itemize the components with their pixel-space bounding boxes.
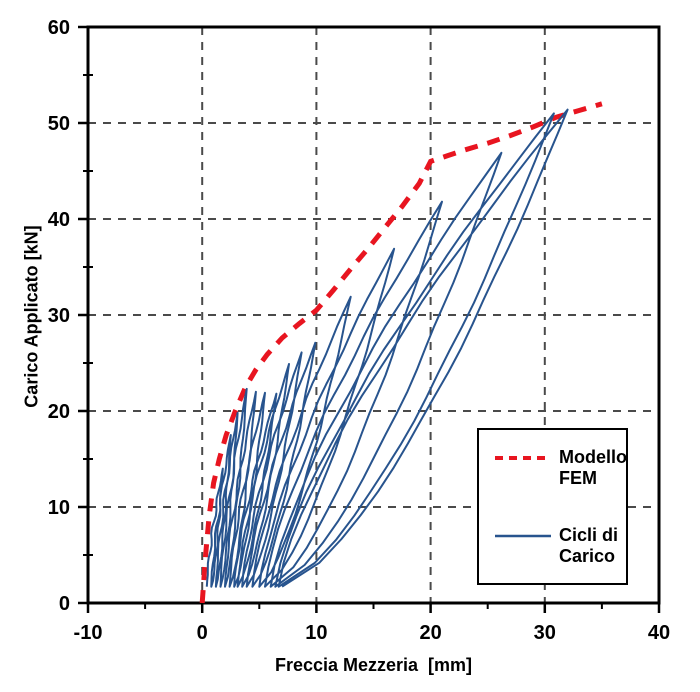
y-tick-label: 20 bbox=[48, 401, 70, 423]
x-axis-title: Freccia Mezzeria [mm] bbox=[274, 655, 473, 675]
cycles-solid-line-icon bbox=[495, 534, 551, 538]
y-tick-label: 10 bbox=[48, 497, 70, 519]
legend-entry-cycles: Cicli di Carico bbox=[493, 525, 633, 567]
y-tick-label: 0 bbox=[59, 593, 70, 615]
x-tick-label: 10 bbox=[305, 622, 327, 644]
legend-entry-fem: Modello FEM bbox=[493, 447, 633, 489]
fem-dashed-line-icon bbox=[495, 456, 551, 460]
y-tick-label: 50 bbox=[48, 113, 70, 135]
x-tick-label: 0 bbox=[197, 622, 208, 644]
x-tick-label: 30 bbox=[534, 622, 556, 644]
fem-model-curve bbox=[199, 101, 603, 604]
y-tick-label: 30 bbox=[48, 305, 70, 327]
y-tick-label: 60 bbox=[48, 17, 70, 39]
legend-fem-label: Modello FEM bbox=[559, 447, 627, 489]
y-axis-title: Carico Applicato [kN] bbox=[21, 225, 42, 408]
legend-box: Modello FEM Cicli di Carico bbox=[477, 428, 628, 585]
x-tick-label: 40 bbox=[648, 622, 670, 644]
x-tick-label: -10 bbox=[74, 622, 103, 644]
legend-cycles-label: Cicli di Carico bbox=[559, 525, 619, 567]
y-tick-label: 40 bbox=[48, 209, 70, 231]
x-tick-label: 20 bbox=[419, 622, 441, 644]
load-cycles-curve bbox=[205, 108, 569, 588]
